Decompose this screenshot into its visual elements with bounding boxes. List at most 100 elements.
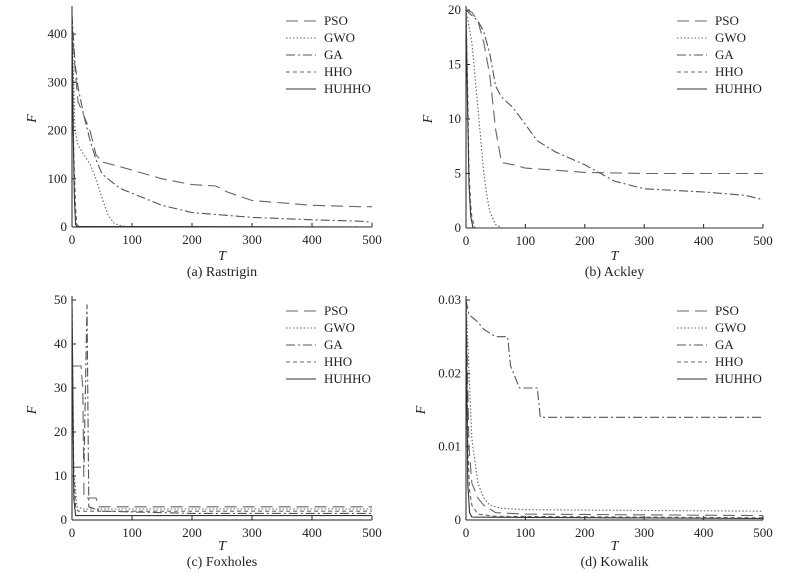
- panel-caption: (c) Foxholes: [187, 555, 257, 570]
- legend: PSO GWO GA HHO HUHHO: [286, 13, 371, 96]
- panel-kowalik: 0 100 200 300 400 500 0 0.01 0.02 0.03 T F (d) Kowal…: [414, 292, 773, 570]
- series-line-gwo: [465, 299, 764, 512]
- legend-label: PSO: [715, 303, 739, 318]
- x-tick-label: 0: [69, 525, 76, 540]
- y-tick-label: 10: [54, 468, 67, 483]
- series-line-huhho: [465, 299, 764, 520]
- x-tick-label: 500: [753, 525, 773, 540]
- legend-label: GA: [324, 47, 343, 62]
- y-tick-label: 0.02: [438, 365, 461, 380]
- y-tick-label: 0: [61, 512, 68, 527]
- x-tick-label: 300: [242, 232, 262, 247]
- x-tick-label: 0: [463, 525, 470, 540]
- panel-caption: (a) Rastrigin: [187, 265, 257, 280]
- y-tick-label: 20: [448, 2, 461, 17]
- series-line-gwo: [465, 9, 763, 229]
- x-tick-label: 100: [122, 232, 142, 247]
- x-axis-label: T: [611, 249, 620, 264]
- series-line-huhho: [465, 9, 763, 229]
- x-tick-label: 200: [182, 232, 202, 247]
- x-tick-label: 400: [694, 525, 714, 540]
- y-axis-label: F: [25, 114, 40, 124]
- legend-label: GWO: [324, 30, 355, 45]
- x-tick-label: 200: [575, 525, 595, 540]
- panel-rastrigin: 0 100 200 300 400 500 0 100 200 300 400 T F (a) Rastr…: [25, 6, 382, 280]
- x-tick-label: 0: [69, 232, 76, 247]
- y-tick-label: 300: [48, 74, 68, 89]
- y-axis-label: F: [25, 405, 40, 415]
- legend-label: PSO: [324, 13, 348, 28]
- y-tick-label: 15: [448, 57, 461, 72]
- y-tick-label: 400: [48, 26, 68, 41]
- y-tick-label: 0: [455, 220, 462, 235]
- panel-caption: (b) Ackley: [585, 265, 644, 280]
- x-tick-label: 0: [463, 233, 470, 248]
- y-axis-label: F: [414, 405, 429, 415]
- x-tick-label: 100: [122, 525, 142, 540]
- x-tick-label: 400: [694, 233, 714, 248]
- legend-label: HHO: [324, 354, 352, 369]
- x-axis-label: T: [611, 539, 620, 554]
- y-tick-label: 10: [448, 111, 461, 126]
- series-line-hho: [71, 299, 372, 512]
- y-axis-label: F: [421, 114, 436, 124]
- y-tick-label: 0: [455, 512, 462, 527]
- legend-label: PSO: [715, 13, 739, 28]
- y-tick-label: 30: [54, 380, 67, 395]
- legend-label: GWO: [715, 320, 746, 335]
- legend: PSO GWO GA HHO HUHHO: [286, 303, 371, 386]
- panel-caption: (d) Kowalik: [580, 555, 648, 570]
- series-line-pso: [465, 9, 763, 175]
- y-tick-label: 200: [48, 123, 68, 138]
- x-tick-label: 500: [753, 233, 773, 248]
- y-tick-label: 50: [54, 292, 67, 307]
- panel-foxholes: 0 100 200 300 400 500 0 10 20 30 40 50 T F (c) Foxhole…: [25, 292, 382, 570]
- legend: PSO GWO GA HHO HUHHO: [677, 303, 762, 386]
- x-tick-label: 400: [302, 525, 322, 540]
- series-line-gwo: [71, 24, 373, 228]
- x-tick-label: 200: [182, 525, 202, 540]
- x-tick-label: 500: [362, 525, 382, 540]
- legend-label: HUHHO: [715, 371, 762, 386]
- legend-label: HHO: [715, 354, 743, 369]
- legend-label: HHO: [324, 64, 352, 79]
- x-tick-label: 100: [516, 233, 536, 248]
- series-line-ga: [465, 9, 764, 201]
- y-tick-label: 5: [455, 166, 462, 181]
- legend-label: HHO: [715, 64, 743, 79]
- legend-label: PSO: [324, 303, 348, 318]
- legend-label: HUHHO: [324, 81, 371, 96]
- legend-label: GA: [324, 337, 343, 352]
- series-line-huhho: [71, 299, 372, 517]
- y-tick-label: 0: [61, 219, 68, 234]
- legend-label: HUHHO: [715, 81, 762, 96]
- panel-ackley: 0 100 200 300 400 500 0 5 10 15 20 T F (b) Ackley PSO G…: [421, 2, 773, 280]
- series-line-ga: [465, 299, 763, 418]
- y-tick-label: 40: [54, 336, 67, 351]
- legend: PSO GWO GA HHO HUHHO: [677, 13, 762, 96]
- x-tick-label: 300: [242, 525, 262, 540]
- x-tick-label: 400: [302, 232, 322, 247]
- series-line-huhho: [71, 14, 373, 228]
- x-tick-label: 100: [516, 525, 536, 540]
- series-line-ga: [71, 14, 373, 223]
- series-line-hho: [465, 299, 764, 519]
- legend-label: GA: [715, 47, 734, 62]
- y-tick-label: 0.01: [438, 439, 461, 454]
- series-line-pso: [465, 299, 764, 517]
- legend-label: HUHHO: [324, 371, 371, 386]
- x-tick-label: 300: [634, 233, 654, 248]
- x-axis-label: T: [218, 539, 227, 554]
- y-tick-label: 0.03: [438, 292, 461, 307]
- x-axis-label: T: [218, 249, 227, 264]
- y-tick-label: 100: [48, 171, 68, 186]
- series-line-pso: [72, 365, 372, 508]
- legend-label: GA: [715, 337, 734, 352]
- x-tick-label: 500: [362, 232, 382, 247]
- series-line-ga: [72, 304, 372, 514]
- x-tick-label: 300: [634, 525, 654, 540]
- legend-label: GWO: [324, 320, 355, 335]
- x-tick-label: 200: [575, 233, 595, 248]
- legend-label: GWO: [715, 30, 746, 45]
